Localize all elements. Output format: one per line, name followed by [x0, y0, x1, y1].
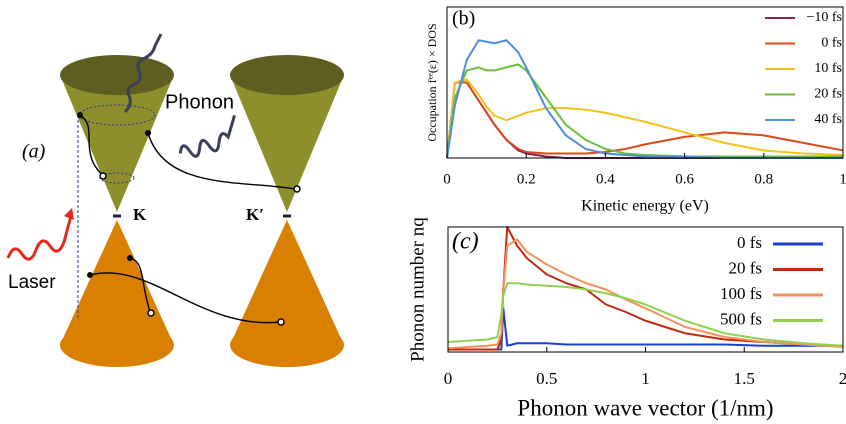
x-tick-label: 1.5	[734, 369, 755, 388]
holes	[99, 172, 301, 326]
series-line	[448, 226, 844, 351]
diagram: (a) Phonon Laser K K′	[6, 33, 344, 367]
legend-label: 40 fs	[814, 112, 842, 127]
x-tick-label: 0	[443, 171, 451, 187]
k-prime-label: K′	[246, 205, 264, 224]
legend-label: −10 fs	[806, 10, 842, 25]
k-label: K	[133, 205, 147, 224]
x-tick-label: 0.6	[675, 171, 694, 187]
electron	[87, 272, 93, 278]
x-tick-label: 0.8	[754, 171, 773, 187]
x-tick-label: 0	[444, 369, 453, 388]
legend-label: 20 fs	[814, 87, 842, 102]
y-axis-label: Phonon number nq	[407, 217, 428, 362]
paths	[79, 114, 296, 324]
x-tick-label: 2	[839, 369, 846, 388]
cone-base	[230, 323, 344, 367]
panel-label: (a)	[22, 141, 46, 163]
series-line	[446, 78, 844, 159]
cone	[230, 75, 344, 212]
laser-label: Laser	[8, 272, 56, 293]
phonon-wave	[178, 115, 236, 158]
cone-base	[60, 323, 174, 367]
x-tick-label: 0.5	[536, 369, 557, 388]
cone-top	[230, 55, 344, 95]
legend-label: 10 fs	[814, 61, 842, 76]
laser-arrow	[64, 208, 74, 220]
electron	[127, 255, 133, 261]
series-line	[447, 238, 844, 350]
phonon-label: Phonon	[165, 91, 234, 113]
cone	[60, 75, 174, 212]
x-tick-label: 0.4	[596, 171, 615, 187]
legend-label: 500 fs	[720, 309, 762, 328]
x-tick-label: 1	[839, 171, 846, 187]
x-tick-label: 0.2	[517, 171, 536, 187]
series-line	[447, 282, 844, 347]
laser-wave	[6, 211, 74, 261]
cone-top	[60, 55, 174, 95]
series-line	[446, 81, 844, 159]
y-axis-label: Occupation fᵉᵉ(ε) × DOS	[425, 23, 439, 141]
x-axis-label: Phonon wave vector (1/nm)	[517, 395, 773, 420]
plot-frame	[446, 6, 844, 159]
cone	[60, 220, 174, 345]
panel-label: (b)	[452, 8, 475, 30]
x-axis-label: Kinetic energy (eV)	[581, 198, 709, 215]
electron	[145, 130, 151, 136]
legend-label: 0 fs	[821, 36, 842, 51]
legend-label: 0 fs	[737, 233, 762, 252]
electron	[77, 112, 83, 118]
cone	[230, 220, 344, 345]
series-line	[446, 63, 843, 159]
legend-label: 20 fs	[728, 258, 762, 277]
panel-label: (c)	[452, 229, 479, 255]
phonon-wave	[123, 33, 163, 114]
x-tick-label: 1	[641, 369, 650, 388]
legend-label: 100 fs	[720, 284, 762, 303]
